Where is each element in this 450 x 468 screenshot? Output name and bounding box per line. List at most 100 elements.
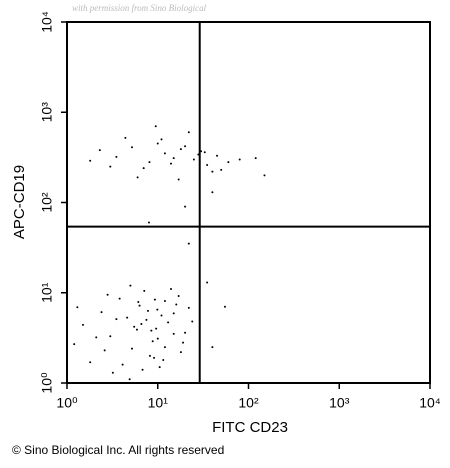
- plot-frame: [66, 21, 431, 384]
- dot: [145, 318, 148, 321]
- dot: [95, 336, 98, 339]
- dot: [115, 318, 118, 321]
- dot: [179, 148, 182, 151]
- dot: [140, 323, 143, 326]
- y-tick-label: 10⁴: [39, 11, 55, 33]
- dot: [172, 312, 175, 315]
- dot: [254, 157, 257, 160]
- dot: [150, 329, 153, 332]
- dot: [142, 167, 145, 170]
- dot: [138, 304, 141, 307]
- dot: [89, 159, 92, 162]
- dot: [172, 332, 175, 335]
- dot: [206, 164, 209, 167]
- x-axis-label: FITC CD23: [212, 419, 288, 436]
- dot: [146, 309, 149, 312]
- dot: [137, 300, 140, 303]
- dot: [158, 366, 161, 369]
- y-axis-label: APC-CD19: [11, 165, 28, 239]
- dot: [177, 178, 180, 181]
- dot: [133, 325, 136, 328]
- dot: [160, 138, 163, 141]
- dot: [109, 335, 112, 338]
- dot: [163, 346, 166, 349]
- dot: [156, 308, 159, 311]
- dot: [148, 354, 151, 357]
- dot: [238, 158, 241, 161]
- dot: [130, 347, 133, 350]
- dot: [175, 303, 178, 306]
- x-tick-label: 10²: [238, 395, 259, 411]
- dot: [220, 168, 223, 171]
- dot: [153, 298, 156, 301]
- dot: [151, 340, 154, 343]
- x-tick-label: 10⁰: [56, 395, 78, 411]
- dot: [211, 191, 214, 194]
- dot: [130, 146, 133, 149]
- dot: [136, 176, 139, 179]
- footer: © Sino Biological Inc. All rights reserv…: [12, 443, 224, 457]
- dot: [156, 142, 159, 145]
- dot: [153, 356, 156, 359]
- dot: [160, 314, 163, 317]
- dot: [126, 316, 129, 319]
- dot: [182, 341, 185, 344]
- dot: [109, 165, 112, 168]
- y-tick-label: 10²: [39, 192, 55, 213]
- y-tick-label: 10¹: [39, 282, 55, 303]
- dot: [76, 306, 79, 309]
- dot: [154, 125, 157, 128]
- dot: [106, 293, 109, 296]
- dot: [111, 371, 114, 374]
- dot: [163, 300, 166, 303]
- dot: [155, 327, 158, 330]
- dot: [203, 151, 206, 154]
- dot: [187, 242, 190, 245]
- dot: [141, 368, 144, 371]
- dot: [227, 161, 230, 164]
- dot: [167, 321, 170, 324]
- dot: [100, 311, 103, 314]
- dot: [135, 328, 138, 331]
- dot: [223, 305, 226, 308]
- x-tick-label: 10³: [329, 395, 350, 411]
- dot: [211, 346, 214, 349]
- dot: [128, 378, 131, 381]
- dot: [192, 158, 195, 161]
- dot: [115, 155, 118, 158]
- dot: [187, 306, 190, 309]
- dot: [81, 323, 84, 326]
- dot: [263, 174, 266, 177]
- dot: [172, 157, 175, 160]
- dot: [89, 361, 92, 364]
- dot: [148, 161, 151, 164]
- x-tick-label: 10¹: [148, 395, 169, 411]
- dot: [156, 337, 159, 340]
- dot: [184, 331, 187, 334]
- dot: [121, 363, 124, 366]
- dot: [163, 152, 166, 155]
- dot: [124, 136, 127, 139]
- y-tick-label: 10³: [39, 102, 55, 123]
- dot: [211, 170, 214, 173]
- watermark: with permission from Sino Biological: [72, 3, 207, 13]
- dot: [184, 145, 187, 148]
- dot: [162, 358, 165, 361]
- dot: [118, 297, 121, 300]
- dot: [147, 221, 150, 224]
- dot: [206, 281, 209, 284]
- dot: [129, 284, 132, 287]
- dot: [187, 131, 190, 134]
- dot: [170, 288, 173, 291]
- dot: [103, 349, 106, 352]
- dot: [191, 320, 194, 323]
- dot: [216, 154, 219, 157]
- dot: [177, 295, 180, 298]
- y-tick-label: 10⁰: [39, 372, 55, 394]
- x-tick-label: 10⁴: [419, 395, 441, 411]
- dot: [179, 351, 182, 354]
- dot: [98, 149, 101, 152]
- dot: [143, 289, 146, 292]
- dot: [184, 205, 187, 208]
